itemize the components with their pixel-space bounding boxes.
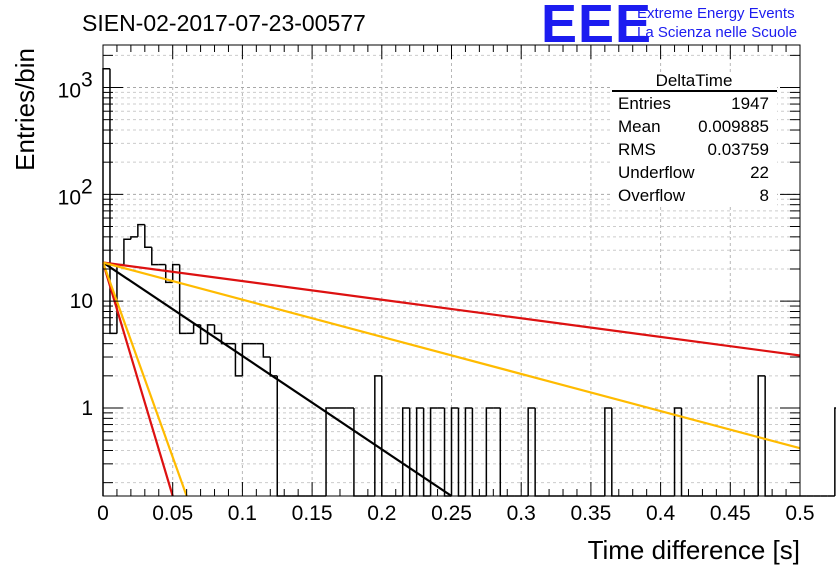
stats-label-mean: Mean: [618, 117, 661, 136]
histogram-bin: [192, 324, 201, 334]
histogram-bin: [527, 407, 536, 496]
fit-curve: [102, 261, 801, 357]
x-tick-label: 0.45: [710, 502, 751, 525]
fit-curve: [102, 261, 453, 497]
x-tick-label: 0: [97, 502, 109, 525]
x-tick-label: 0.35: [570, 502, 611, 525]
y-tick-label: 10: [58, 80, 81, 103]
histogram-bin: [151, 247, 159, 266]
logo-mark: EEE: [541, 0, 652, 54]
histogram-bin: [604, 407, 612, 496]
histogram-bin: [325, 407, 334, 496]
histogram-bin: [130, 236, 138, 240]
histogram-bin: [464, 407, 473, 496]
stats-label-entries: Entries: [618, 94, 671, 113]
histogram-bin: [415, 407, 424, 496]
histogram-bin: [241, 342, 250, 376]
logo: EEE Extreme Energy Events La Scienza nel…: [541, 0, 797, 54]
histogram-bin: [673, 407, 682, 496]
x-tick-label: 0.05: [152, 502, 193, 525]
histogram-bin: [213, 324, 222, 335]
logo-line-1: Extreme Energy Events: [637, 5, 795, 22]
histogram-bin: [262, 343, 271, 358]
y-tick-label-exponent: 2: [81, 175, 93, 198]
histogram-bin: [450, 407, 459, 496]
stats-label-rms: RMS: [618, 140, 656, 159]
y-tick-label: 1: [81, 397, 93, 420]
histogram-bin: [401, 407, 410, 496]
stats-value-mean: 0.009885: [698, 117, 769, 136]
histogram-bin: [374, 375, 382, 496]
stats-box-title: DeltaTime: [656, 71, 733, 90]
stats-box: DeltaTime Entries 1947 Mean 0.009885 RMS…: [612, 71, 777, 207]
x-tick-label: 0.15: [292, 502, 333, 525]
x-tick-label: 0.3: [507, 502, 536, 525]
stats-label-overflow: Overflow: [618, 186, 686, 205]
stats-value-underflow: 22: [750, 163, 769, 182]
x-tick-label: 0.1: [228, 502, 257, 525]
histogram-bin: [206, 324, 215, 344]
histogram-bin: [137, 223, 145, 237]
axis-ticks: [102, 45, 801, 496]
x-tick-label: 0.4: [646, 502, 676, 525]
histogram-bin: [178, 264, 187, 335]
histogram-bin: [220, 333, 229, 345]
stats-value-overflow: 8: [760, 186, 769, 205]
plot-title: SIEN-02-2017-07-23-00577: [82, 10, 366, 36]
stats-box-background: [612, 72, 777, 207]
histogram-bin: [834, 407, 836, 496]
x-tick-label: 0.5: [785, 502, 814, 525]
histogram-bin: [171, 263, 180, 283]
x-tick-label: 0.2: [367, 502, 396, 525]
histogram-bin: [485, 407, 494, 496]
x-tick-label: 0.25: [431, 502, 472, 525]
histogram-bin: [199, 324, 208, 345]
stats-value-entries: 1947: [731, 94, 769, 113]
histogram-bin: [429, 407, 438, 496]
histogram-bin: [123, 238, 131, 265]
y-tick-label-exponent: 3: [81, 69, 93, 92]
fit-curve: [102, 261, 801, 450]
stats-label-underflow: Underflow: [618, 163, 695, 182]
histogram-bin: [234, 343, 243, 377]
x-axis-title: Time difference [s]: [588, 535, 800, 565]
y-tick-label: 10: [58, 186, 81, 209]
y-tick-label: 10: [70, 290, 93, 313]
histogram-bin: [757, 375, 766, 496]
stats-value-rms: 0.03759: [708, 140, 769, 159]
logo-line-2: La Scienza nelle Scuole: [637, 24, 797, 41]
histogram-bin: [144, 224, 152, 248]
x-tick-labels: 0 0.05 0.1 0.15 0.2 0.25 0.3 0.35 0.4 0.45 0.5: [97, 502, 814, 525]
y-axis-title: Entries/bin: [10, 48, 40, 171]
